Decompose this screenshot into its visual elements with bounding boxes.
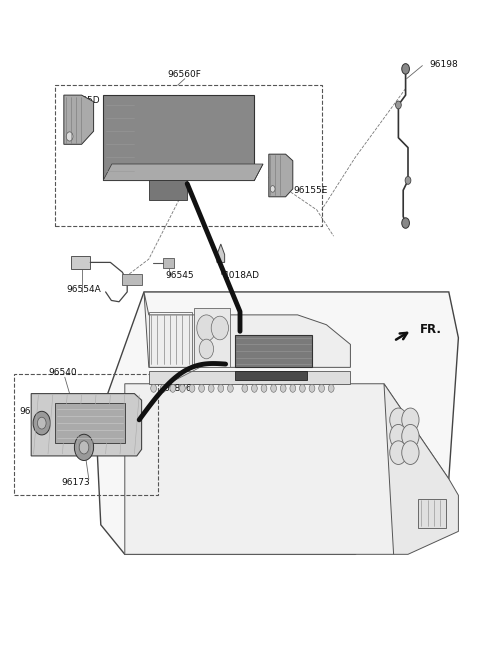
Circle shape bbox=[33, 411, 50, 435]
Polygon shape bbox=[144, 292, 350, 367]
Polygon shape bbox=[64, 95, 94, 144]
Text: 96198: 96198 bbox=[430, 60, 458, 69]
Text: FR.: FR. bbox=[420, 323, 442, 336]
Circle shape bbox=[199, 384, 204, 392]
Polygon shape bbox=[55, 403, 125, 443]
Polygon shape bbox=[217, 244, 225, 262]
Circle shape bbox=[151, 384, 156, 392]
Text: 96554A: 96554A bbox=[66, 285, 101, 295]
Circle shape bbox=[74, 434, 94, 461]
Circle shape bbox=[218, 384, 224, 392]
Polygon shape bbox=[71, 256, 90, 269]
Circle shape bbox=[402, 424, 419, 448]
Circle shape bbox=[79, 441, 89, 454]
Polygon shape bbox=[254, 164, 263, 180]
Circle shape bbox=[402, 441, 419, 464]
Circle shape bbox=[402, 218, 409, 228]
Polygon shape bbox=[96, 292, 458, 554]
Circle shape bbox=[402, 408, 419, 432]
Text: 96173: 96173 bbox=[61, 478, 90, 487]
Circle shape bbox=[37, 417, 46, 429]
Circle shape bbox=[66, 132, 73, 141]
Text: 69826: 69826 bbox=[163, 384, 192, 393]
Circle shape bbox=[228, 384, 233, 392]
Circle shape bbox=[390, 408, 407, 432]
Polygon shape bbox=[122, 274, 142, 285]
Circle shape bbox=[189, 384, 195, 392]
Circle shape bbox=[208, 384, 214, 392]
Circle shape bbox=[390, 424, 407, 448]
Circle shape bbox=[300, 384, 305, 392]
Text: 96155D: 96155D bbox=[65, 96, 100, 105]
Polygon shape bbox=[235, 371, 307, 380]
Text: 96560F: 96560F bbox=[168, 70, 202, 79]
Polygon shape bbox=[31, 394, 142, 456]
Text: 1018AD: 1018AD bbox=[224, 271, 260, 280]
Circle shape bbox=[290, 384, 296, 392]
Circle shape bbox=[405, 176, 411, 184]
Text: 96540: 96540 bbox=[48, 368, 77, 377]
Polygon shape bbox=[418, 499, 446, 528]
Polygon shape bbox=[235, 335, 312, 367]
Text: 96173: 96173 bbox=[19, 407, 48, 417]
Circle shape bbox=[396, 101, 401, 109]
Circle shape bbox=[390, 441, 407, 464]
Circle shape bbox=[280, 384, 286, 392]
Circle shape bbox=[211, 316, 228, 340]
Text: 96545: 96545 bbox=[166, 271, 194, 280]
Polygon shape bbox=[384, 384, 458, 554]
Polygon shape bbox=[103, 164, 263, 180]
Circle shape bbox=[271, 384, 276, 392]
Circle shape bbox=[170, 384, 176, 392]
Polygon shape bbox=[269, 154, 293, 197]
Polygon shape bbox=[163, 258, 174, 268]
Circle shape bbox=[402, 64, 409, 74]
Circle shape bbox=[319, 384, 324, 392]
Circle shape bbox=[328, 384, 334, 392]
Circle shape bbox=[180, 384, 185, 392]
Circle shape bbox=[309, 384, 315, 392]
Circle shape bbox=[270, 186, 275, 192]
Polygon shape bbox=[149, 180, 187, 200]
Polygon shape bbox=[149, 371, 350, 384]
Polygon shape bbox=[194, 308, 230, 367]
Polygon shape bbox=[125, 384, 449, 554]
Circle shape bbox=[252, 384, 257, 392]
Circle shape bbox=[242, 384, 248, 392]
Circle shape bbox=[261, 384, 267, 392]
Text: 96155E: 96155E bbox=[294, 186, 328, 195]
Polygon shape bbox=[103, 95, 254, 180]
Circle shape bbox=[199, 339, 214, 359]
Circle shape bbox=[197, 315, 216, 341]
Circle shape bbox=[160, 384, 166, 392]
